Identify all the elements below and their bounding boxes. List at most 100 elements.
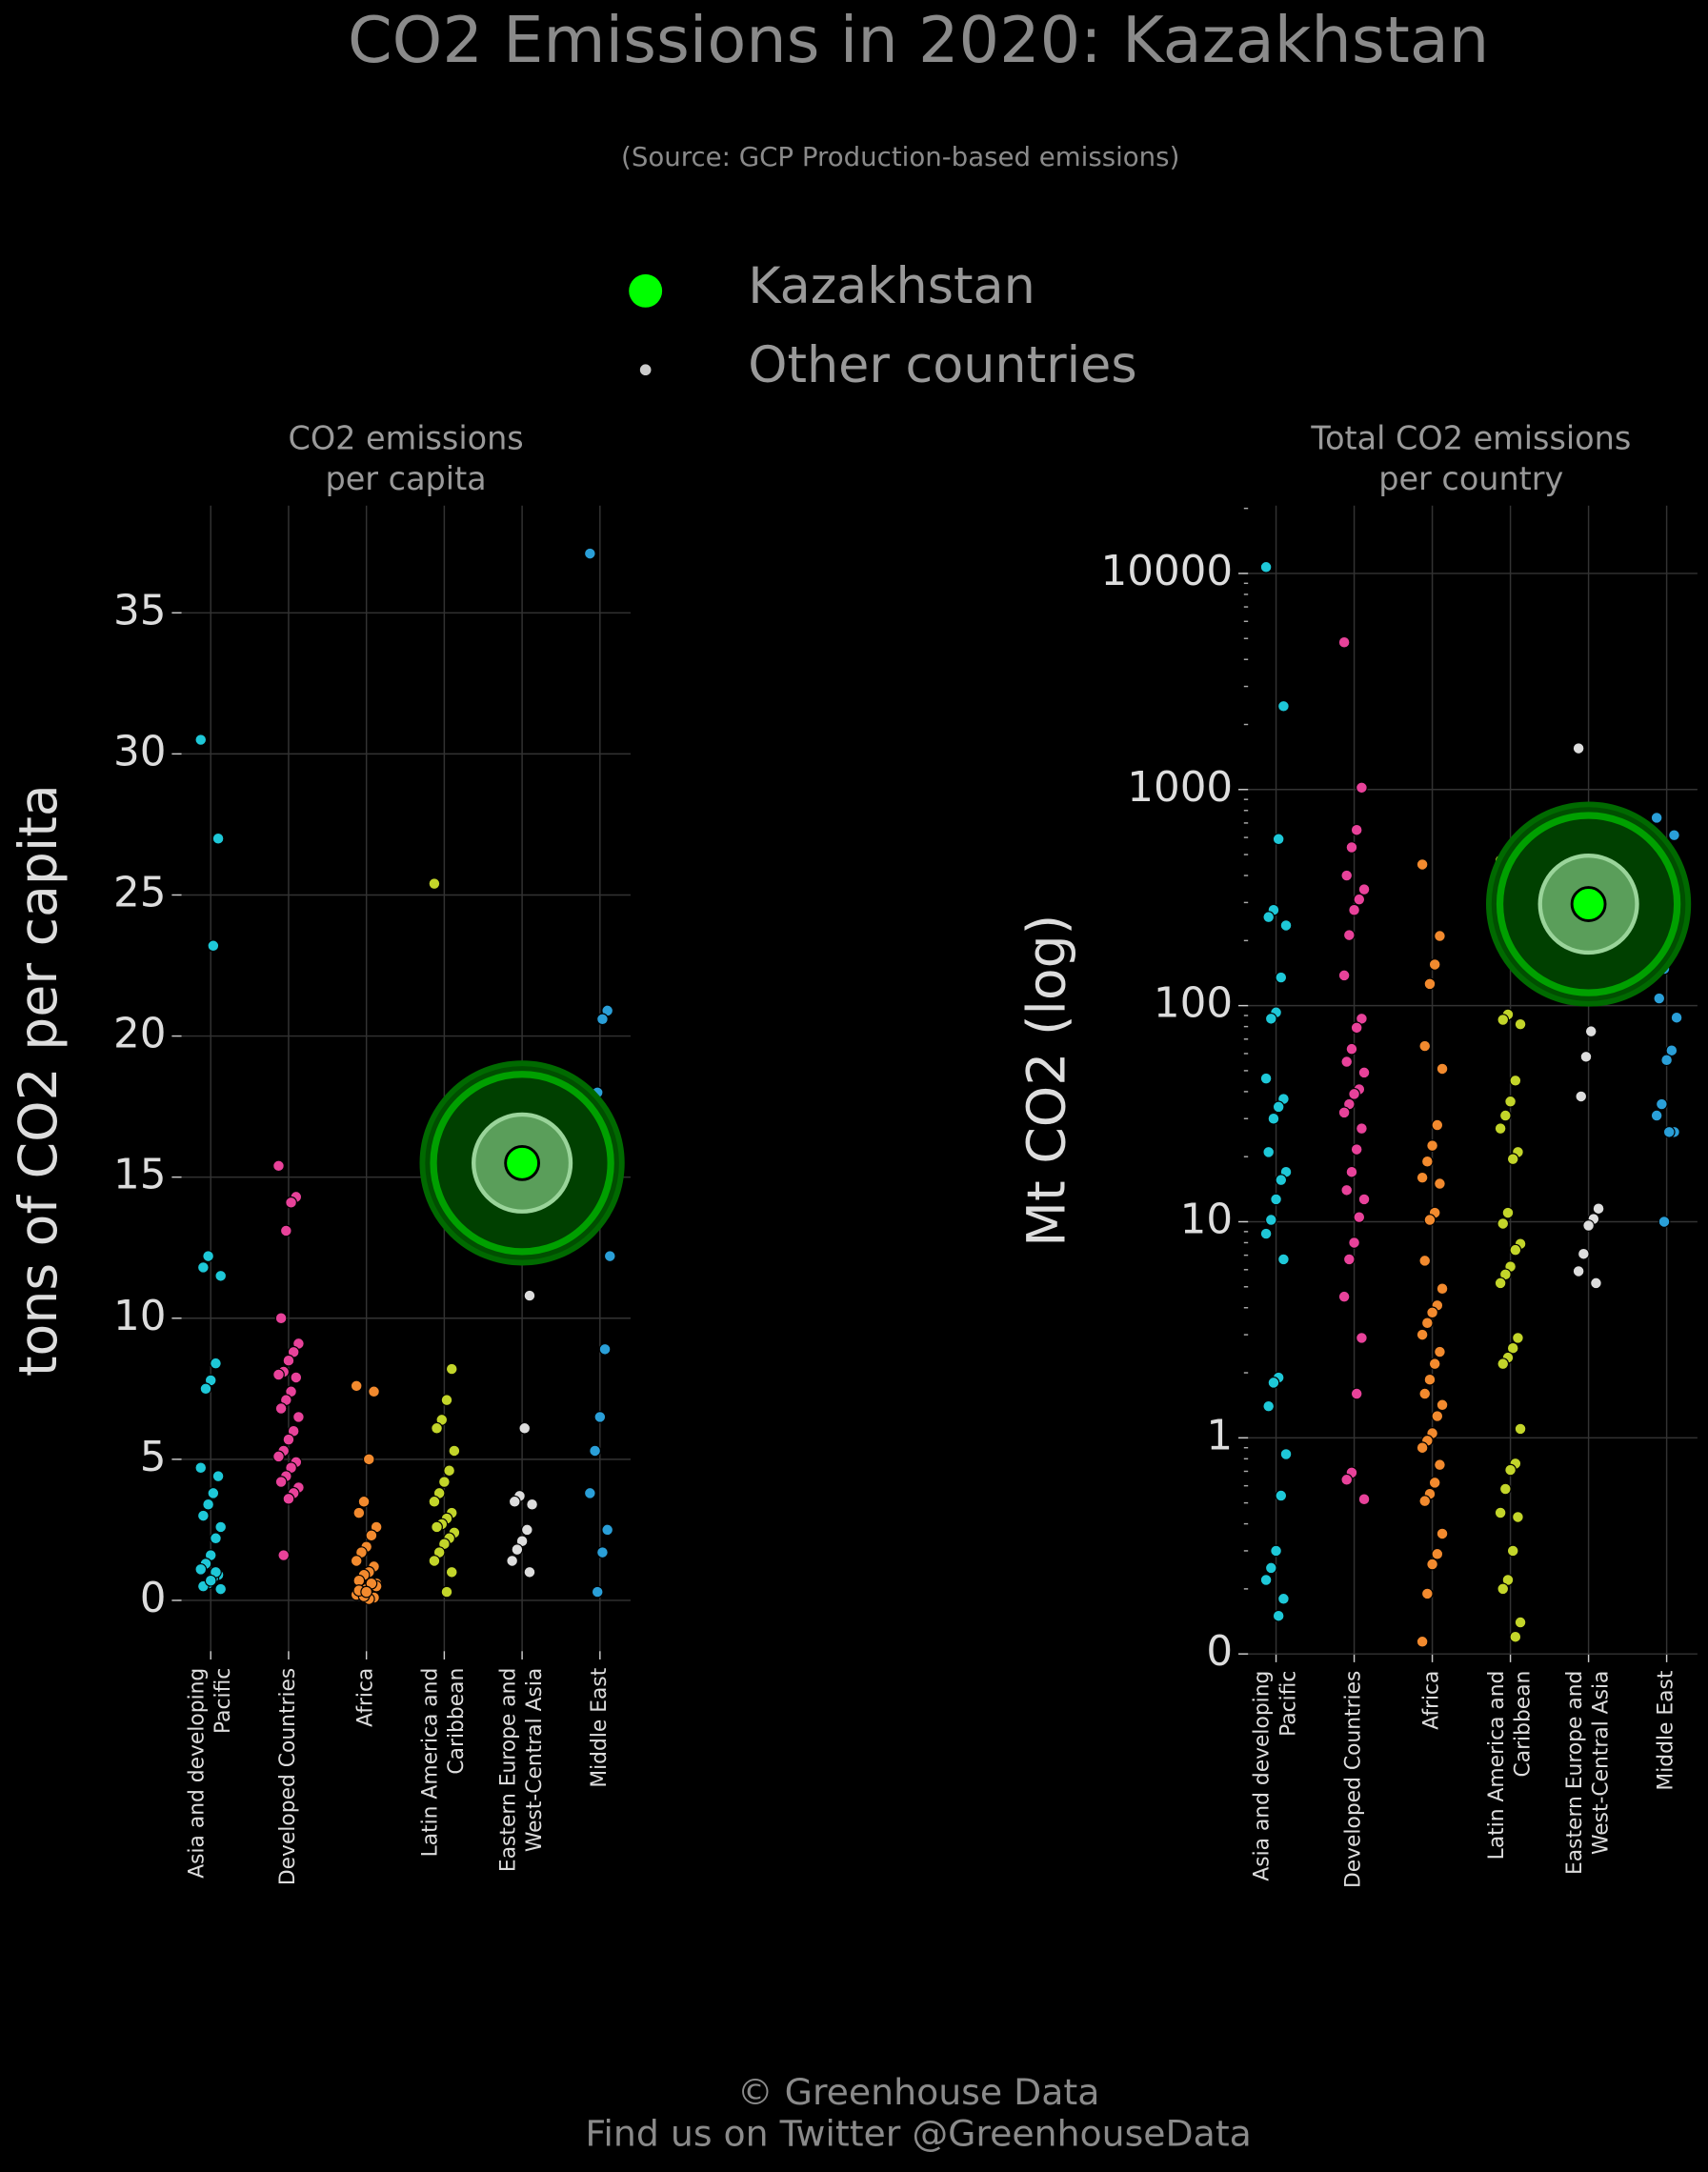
point <box>1264 1214 1277 1226</box>
x-tick-label: Eastern Europe and West-Central Asia <box>1563 1671 1614 1875</box>
point <box>1431 1547 1444 1560</box>
point <box>1277 1592 1290 1605</box>
point <box>1436 1398 1449 1412</box>
point <box>523 1565 536 1579</box>
point <box>1660 1054 1674 1067</box>
point <box>194 1562 208 1576</box>
point <box>1431 1410 1444 1422</box>
point <box>1584 1025 1597 1038</box>
point <box>1497 1358 1510 1371</box>
point <box>1572 1265 1585 1277</box>
point <box>1262 1399 1276 1413</box>
y-tick-label: 0 <box>1206 1628 1233 1676</box>
point <box>1592 1202 1605 1216</box>
point <box>1279 1448 1293 1460</box>
point <box>352 1506 366 1519</box>
text-line: per country <box>1378 459 1563 496</box>
point <box>1509 1243 1522 1257</box>
point <box>1423 977 1437 991</box>
point <box>506 1555 519 1567</box>
point <box>1262 1145 1276 1158</box>
point <box>214 1582 228 1596</box>
point <box>1262 911 1276 924</box>
point <box>1337 1290 1351 1303</box>
point <box>1350 823 1363 836</box>
point <box>1497 1582 1510 1596</box>
x-tick-label: Africa <box>1420 1671 1444 1730</box>
y-axis-label: tons of CO2 per capita <box>9 784 70 1377</box>
point <box>1494 1277 1507 1290</box>
point <box>194 734 208 746</box>
point <box>1342 1253 1356 1266</box>
point <box>1498 1482 1512 1496</box>
point <box>1345 1042 1358 1056</box>
x-tick-label: Asia and developing Pacific <box>185 1668 235 1879</box>
y-tick-label: 1 <box>1206 1412 1233 1459</box>
point <box>1345 841 1358 854</box>
text-line: CO2 emissions <box>288 419 523 456</box>
point <box>1348 1088 1360 1100</box>
panel-title: Total CO2 emissions per country <box>1310 419 1631 496</box>
point <box>1275 971 1288 984</box>
point <box>1337 635 1351 649</box>
text-line: Latin America and <box>1485 1671 1509 1860</box>
point <box>445 1565 458 1579</box>
point <box>443 1464 456 1478</box>
point <box>360 1585 373 1599</box>
y-tick-label: 5 <box>140 1434 167 1481</box>
point <box>1665 1044 1678 1057</box>
x-tick-label: Developed Countries <box>276 1668 300 1885</box>
text-line: Eastern Europe and <box>496 1668 520 1872</box>
point <box>1353 1211 1366 1224</box>
point <box>596 1013 609 1026</box>
point <box>1275 1489 1288 1502</box>
point <box>272 1159 285 1173</box>
point <box>282 1433 295 1446</box>
point <box>350 1379 363 1393</box>
point <box>214 1269 228 1282</box>
point <box>292 1411 305 1423</box>
point <box>1577 1247 1590 1260</box>
point <box>196 1261 210 1274</box>
point <box>1426 1139 1438 1152</box>
point <box>1277 1253 1290 1266</box>
text-line: Asia and developing <box>1251 1671 1275 1881</box>
point <box>428 877 441 891</box>
point <box>1420 1155 1434 1168</box>
text-line: Eastern Europe and <box>1563 1671 1587 1875</box>
point <box>1572 742 1585 755</box>
point <box>1509 1074 1522 1087</box>
point <box>204 1574 217 1587</box>
legend-label: Other countries <box>748 336 1136 394</box>
point <box>1426 1558 1438 1571</box>
point <box>1264 1561 1277 1575</box>
point <box>1357 1493 1371 1506</box>
point <box>1416 1171 1429 1184</box>
point <box>1279 919 1293 932</box>
point <box>1514 1017 1527 1031</box>
point <box>591 1585 604 1599</box>
point <box>207 939 220 953</box>
point <box>1340 1473 1354 1486</box>
point <box>1497 1014 1510 1026</box>
point <box>428 1495 441 1508</box>
point <box>1434 930 1446 942</box>
point <box>1420 1587 1434 1600</box>
panel-title: CO2 emissions per capita <box>288 419 523 496</box>
point <box>1498 1109 1512 1122</box>
legend-marker <box>629 273 663 308</box>
point <box>448 1444 461 1458</box>
point <box>437 1476 451 1488</box>
point <box>1345 1165 1358 1178</box>
point <box>350 1555 363 1567</box>
point <box>1506 1341 1519 1355</box>
point <box>1497 1217 1510 1230</box>
point <box>1431 1118 1444 1132</box>
text-line: Caribbean <box>1511 1671 1535 1778</box>
point <box>1350 1021 1363 1035</box>
text-line: Latin America and <box>419 1668 443 1858</box>
point <box>1658 1216 1671 1228</box>
text-line: Asia and developing <box>185 1668 209 1879</box>
point <box>1428 1358 1441 1371</box>
